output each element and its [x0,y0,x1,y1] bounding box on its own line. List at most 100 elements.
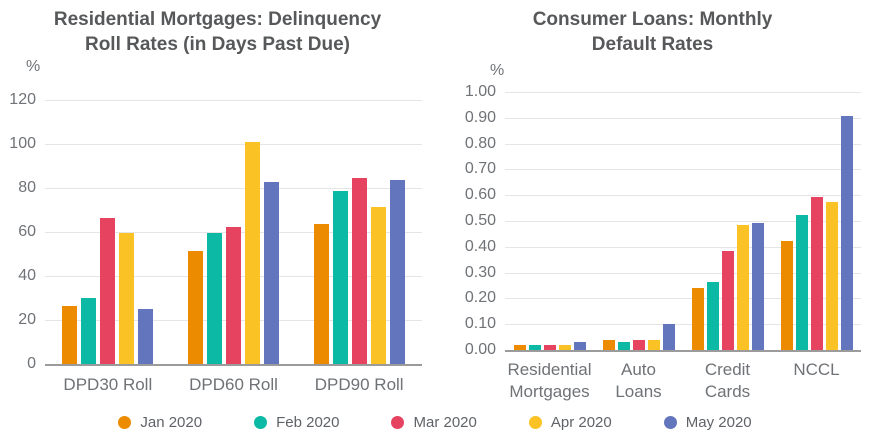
x-axis-category-label-line: Mortgages [509,381,590,401]
bar-mar-3 [721,251,734,350]
legend-item-feb: Feb 2020 [254,414,339,431]
bar-feb-1 [528,344,541,350]
bar-feb-1 [81,297,97,364]
y-axis-tick-label: 0 [27,355,36,372]
legend-item-label: Mar 2020 [413,413,477,431]
bar-mar-4 [810,196,823,350]
bar-may-2 [662,324,675,350]
x-axis-category-label: DPD60 Roll [171,374,297,396]
bar-may-1 [573,342,586,350]
bar-feb-2 [207,233,222,364]
bar-group [683,92,772,350]
y-axis-tick-label: 80 [18,179,36,196]
bar-jan-2 [602,339,615,350]
legend-item-mar: Mar 2020 [391,413,477,431]
gridline [45,144,422,145]
legend: Jan 2020 Feb 2020 Mar 2020 Apr 2020 May 2020 [0,409,870,435]
bar-apr-2 [647,339,660,350]
x-axis-category-label: Credit Cards [683,359,772,403]
y-axis-tick-label: 120 [9,91,36,108]
bar-group [772,92,861,350]
bar-groups [505,92,861,350]
x-axis-category-label-line: Auto [621,360,656,379]
x-axis-category-label-line: DPD60 Roll [189,375,278,394]
y-axis-tick-label: 20 [18,311,36,328]
x-axis-labels: DPD30 Roll DPD60 Roll DPD90 Roll [45,374,422,396]
x-axis-category-label: Residential Mortgages [505,359,594,403]
bar-apr-3 [736,225,749,350]
legend-item-apr: Apr 2020 [528,413,612,431]
bar-feb-3 [706,282,719,350]
bar-group [505,92,594,350]
gridline [505,117,861,119]
gridline [505,92,861,93]
bar-jan-4 [780,240,793,350]
y-axis-tick-label: 0.00 [464,341,496,358]
gridline [505,169,861,171]
x-axis-category-label: DPD30 Roll [45,374,171,396]
gridline [505,246,861,248]
x-axis-category-label-line: DPD30 Roll [63,375,153,394]
bar-mar-1 [100,217,116,364]
legend-color-dot-icon [663,415,677,429]
legend-color-dot-icon [391,415,405,429]
legend-item-label: May 2020 [685,413,752,431]
bar-apr-3 [370,206,386,364]
bar-apr-2 [245,142,260,364]
gridline [505,324,861,326]
consumer-loans-default-rates-chart: Consumer Loans: Monthly Default Rates % 0… [435,0,870,405]
legend-color-dot-icon [118,415,132,429]
gridline [505,298,861,300]
y-axis-tick-label: 0.80 [464,134,496,152]
y-axis-tick-label: 0.50 [464,212,496,229]
bar-may-4 [840,116,853,350]
bar-may-2 [264,182,279,364]
chart-title-line-2: Roll Rates (in Days Past Due) [84,34,351,56]
gridline [45,100,422,101]
legend-color-dot-icon [254,415,268,429]
bar-apr-4 [825,201,838,350]
x-axis-category-label-line: Residential [507,360,592,379]
y-axis-tick-label: 0.20 [464,289,496,307]
x-axis-category-label-line: NCCL [793,360,840,379]
bar-may-3 [751,222,764,350]
gridline [505,195,861,197]
bar-jan-3 [313,224,329,364]
gridline [45,188,422,190]
bar-mar-1 [543,344,556,350]
bar-mar-2 [226,226,241,364]
legend-item-jan: Jan 2020 [118,414,202,431]
gridline [505,272,861,274]
x-axis-category-label-line: DPD90 Roll [314,375,404,394]
x-axis-category-label: NCCL [772,359,861,403]
legend-item-label: Jan 2020 [140,413,203,431]
x-axis-category-label: DPD90 Roll [296,374,422,396]
y-axis-unit-label: % [26,58,41,75]
x-axis-category-label-line: Loans [615,381,662,401]
y-axis-tick-label: 60 [18,223,36,240]
y-axis-tick-label: 100 [9,135,36,152]
plot-area: 0 20 40 60 80 100 120 [9,92,422,372]
chart-title-line-1: Consumer Loans: Monthly [532,9,773,30]
y-axis-tick-label: 0.30 [464,263,496,281]
bar-feb-4 [795,214,808,350]
bar-jan-2 [188,250,203,364]
chart-title: Consumer Loans: Monthly Default Rates [435,7,870,57]
bar-mar-2 [632,339,645,350]
legend-item-label: Apr 2020 [550,413,612,431]
bar-feb-3 [332,191,348,364]
x-axis-category-label: Auto Loans [594,359,683,403]
bar-group [45,100,171,364]
bar-may-3 [389,180,405,364]
gridline [505,143,861,145]
y-axis-tick-label: 0.60 [464,186,496,204]
bar-group [594,92,683,350]
bar-jan-3 [691,287,704,350]
y-axis-tick-label: 0.10 [464,315,496,333]
chart-title: Residential Mortgages: Delinquency Roll R… [0,7,435,57]
residential-mortgages-roll-rates-chart: Residential Mortgages: Delinquency Roll R… [0,0,435,405]
y-axis-tick-label: 0.70 [464,160,496,178]
y-axis-tick-label: 0.40 [464,237,496,255]
x-axis-category-label-line: Credit [704,360,751,379]
